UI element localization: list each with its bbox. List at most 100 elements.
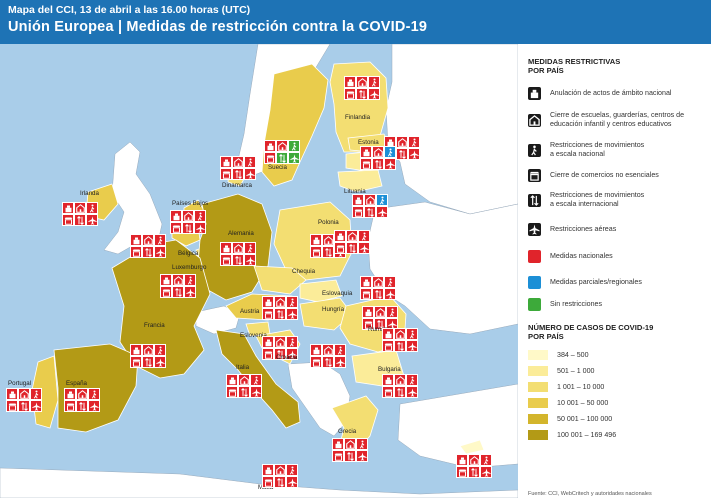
chequia-plane-icon[interactable]	[358, 242, 370, 254]
eslovenia-shop-icon[interactable]	[262, 348, 274, 360]
eslovaquia-shop-icon[interactable]	[360, 288, 372, 300]
suecia-school-icon[interactable]	[276, 140, 288, 152]
finlandia-walking-person-icon[interactable]	[368, 76, 380, 88]
francia-building-icon[interactable]	[130, 344, 142, 356]
bulgaria-plane-icon[interactable]	[406, 386, 418, 398]
chipre-walking-person-icon[interactable]	[480, 454, 492, 466]
chequia-updown-arrows-icon[interactable]	[346, 242, 358, 254]
austria-updown-arrows-icon[interactable]	[274, 308, 286, 320]
suecia-shop-icon[interactable]	[264, 152, 276, 164]
luxemburgo-building-icon[interactable]	[160, 274, 172, 286]
finlandia-plane-icon[interactable]	[368, 88, 380, 100]
croacia-plane-icon[interactable]	[334, 356, 346, 368]
polonia-updown-arrows-icon[interactable]	[322, 246, 334, 258]
espana-building-icon[interactable]	[64, 388, 76, 400]
belgica-walking-person-icon[interactable]	[154, 234, 166, 246]
croacia-updown-arrows-icon[interactable]	[322, 356, 334, 368]
malta-school-icon[interactable]	[274, 464, 286, 476]
bulgaria-walking-person-icon[interactable]	[406, 374, 418, 386]
portugal-walking-person-icon[interactable]	[30, 388, 42, 400]
polonia-shop-icon[interactable]	[310, 246, 322, 258]
italia-building-icon[interactable]	[226, 374, 238, 386]
belgica-plane-icon[interactable]	[154, 246, 166, 258]
grecia-updown-arrows-icon[interactable]	[344, 450, 356, 462]
finlandia-shop-icon[interactable]	[344, 88, 356, 100]
malta-updown-arrows-icon[interactable]	[274, 476, 286, 488]
letonia-building-icon[interactable]	[360, 146, 372, 158]
croacia-shop-icon[interactable]	[310, 356, 322, 368]
hungria-building-icon[interactable]	[362, 306, 374, 318]
estonia-plane-icon[interactable]	[408, 148, 420, 160]
dinamarca-plane-icon[interactable]	[244, 168, 256, 180]
grecia-walking-person-icon[interactable]	[356, 438, 368, 450]
eslovaquia-walking-person-icon[interactable]	[384, 276, 396, 288]
country-lituania[interactable]	[337, 169, 383, 193]
estonia-school-icon[interactable]	[396, 136, 408, 148]
paises-bajos-walking-person-icon[interactable]	[194, 210, 206, 222]
eslovenia-plane-icon[interactable]	[286, 348, 298, 360]
grecia-building-icon[interactable]	[332, 438, 344, 450]
letonia-plane-icon[interactable]	[384, 158, 396, 170]
espana-updown-arrows-icon[interactable]	[76, 400, 88, 412]
rumania-shop-icon[interactable]	[382, 340, 394, 352]
italia-shop-icon[interactable]	[226, 386, 238, 398]
lituania-school-icon[interactable]	[364, 194, 376, 206]
finlandia-building-icon[interactable]	[344, 76, 356, 88]
croacia-school-icon[interactable]	[322, 344, 334, 356]
croacia-walking-person-icon[interactable]	[334, 344, 346, 356]
espana-walking-person-icon[interactable]	[88, 388, 100, 400]
alemania-walking-person-icon[interactable]	[244, 242, 256, 254]
malta-walking-person-icon[interactable]	[286, 464, 298, 476]
bulgaria-school-icon[interactable]	[394, 374, 406, 386]
irlanda-walking-person-icon[interactable]	[86, 202, 98, 214]
francia-walking-person-icon[interactable]	[154, 344, 166, 356]
chipre-building-icon[interactable]	[456, 454, 468, 466]
belgica-building-icon[interactable]	[130, 234, 142, 246]
eslovenia-school-icon[interactable]	[274, 336, 286, 348]
lituania-building-icon[interactable]	[352, 194, 364, 206]
suecia-plane-icon[interactable]	[288, 152, 300, 164]
chipre-updown-arrows-icon[interactable]	[468, 466, 480, 478]
paises-bajos-building-icon[interactable]	[170, 210, 182, 222]
eslovenia-building-icon[interactable]	[262, 336, 274, 348]
bulgaria-shop-icon[interactable]	[382, 386, 394, 398]
paises-bajos-plane-icon[interactable]	[194, 222, 206, 234]
espana-shop-icon[interactable]	[64, 400, 76, 412]
lituania-walking-person-icon[interactable]	[376, 194, 388, 206]
belgica-updown-arrows-icon[interactable]	[142, 246, 154, 258]
estonia-walking-person-icon[interactable]	[408, 136, 420, 148]
chequia-walking-person-icon[interactable]	[358, 230, 370, 242]
paises-bajos-updown-arrows-icon[interactable]	[182, 222, 194, 234]
chipre-shop-icon[interactable]	[456, 466, 468, 478]
espana-plane-icon[interactable]	[88, 400, 100, 412]
dinamarca-walking-person-icon[interactable]	[244, 156, 256, 168]
austria-plane-icon[interactable]	[286, 308, 298, 320]
irlanda-school-icon[interactable]	[74, 202, 86, 214]
map-area[interactable]: FinlandiaSueciaEstoniaLetoniaLituaniaDin…	[0, 44, 518, 498]
italia-walking-person-icon[interactable]	[250, 374, 262, 386]
suecia-building-icon[interactable]	[264, 140, 276, 152]
bulgaria-updown-arrows-icon[interactable]	[394, 386, 406, 398]
letonia-school-icon[interactable]	[372, 146, 384, 158]
paises-bajos-school-icon[interactable]	[182, 210, 194, 222]
grecia-plane-icon[interactable]	[356, 450, 368, 462]
alemania-shop-icon[interactable]	[220, 254, 232, 266]
rumania-building-icon[interactable]	[382, 328, 394, 340]
irlanda-building-icon[interactable]	[62, 202, 74, 214]
country-chequia[interactable]	[253, 265, 307, 295]
portugal-plane-icon[interactable]	[30, 400, 42, 412]
alemania-plane-icon[interactable]	[244, 254, 256, 266]
dinamarca-building-icon[interactable]	[220, 156, 232, 168]
eslovaquia-updown-arrows-icon[interactable]	[372, 288, 384, 300]
italia-updown-arrows-icon[interactable]	[238, 386, 250, 398]
chequia-shop-icon[interactable]	[334, 242, 346, 254]
polonia-building-icon[interactable]	[310, 234, 322, 246]
luxemburgo-plane-icon[interactable]	[184, 286, 196, 298]
grecia-shop-icon[interactable]	[332, 450, 344, 462]
hungria-school-icon[interactable]	[374, 306, 386, 318]
francia-shop-icon[interactable]	[130, 356, 142, 368]
portugal-shop-icon[interactable]	[6, 400, 18, 412]
alemania-building-icon[interactable]	[220, 242, 232, 254]
francia-school-icon[interactable]	[142, 344, 154, 356]
hungria-shop-icon[interactable]	[362, 318, 374, 330]
